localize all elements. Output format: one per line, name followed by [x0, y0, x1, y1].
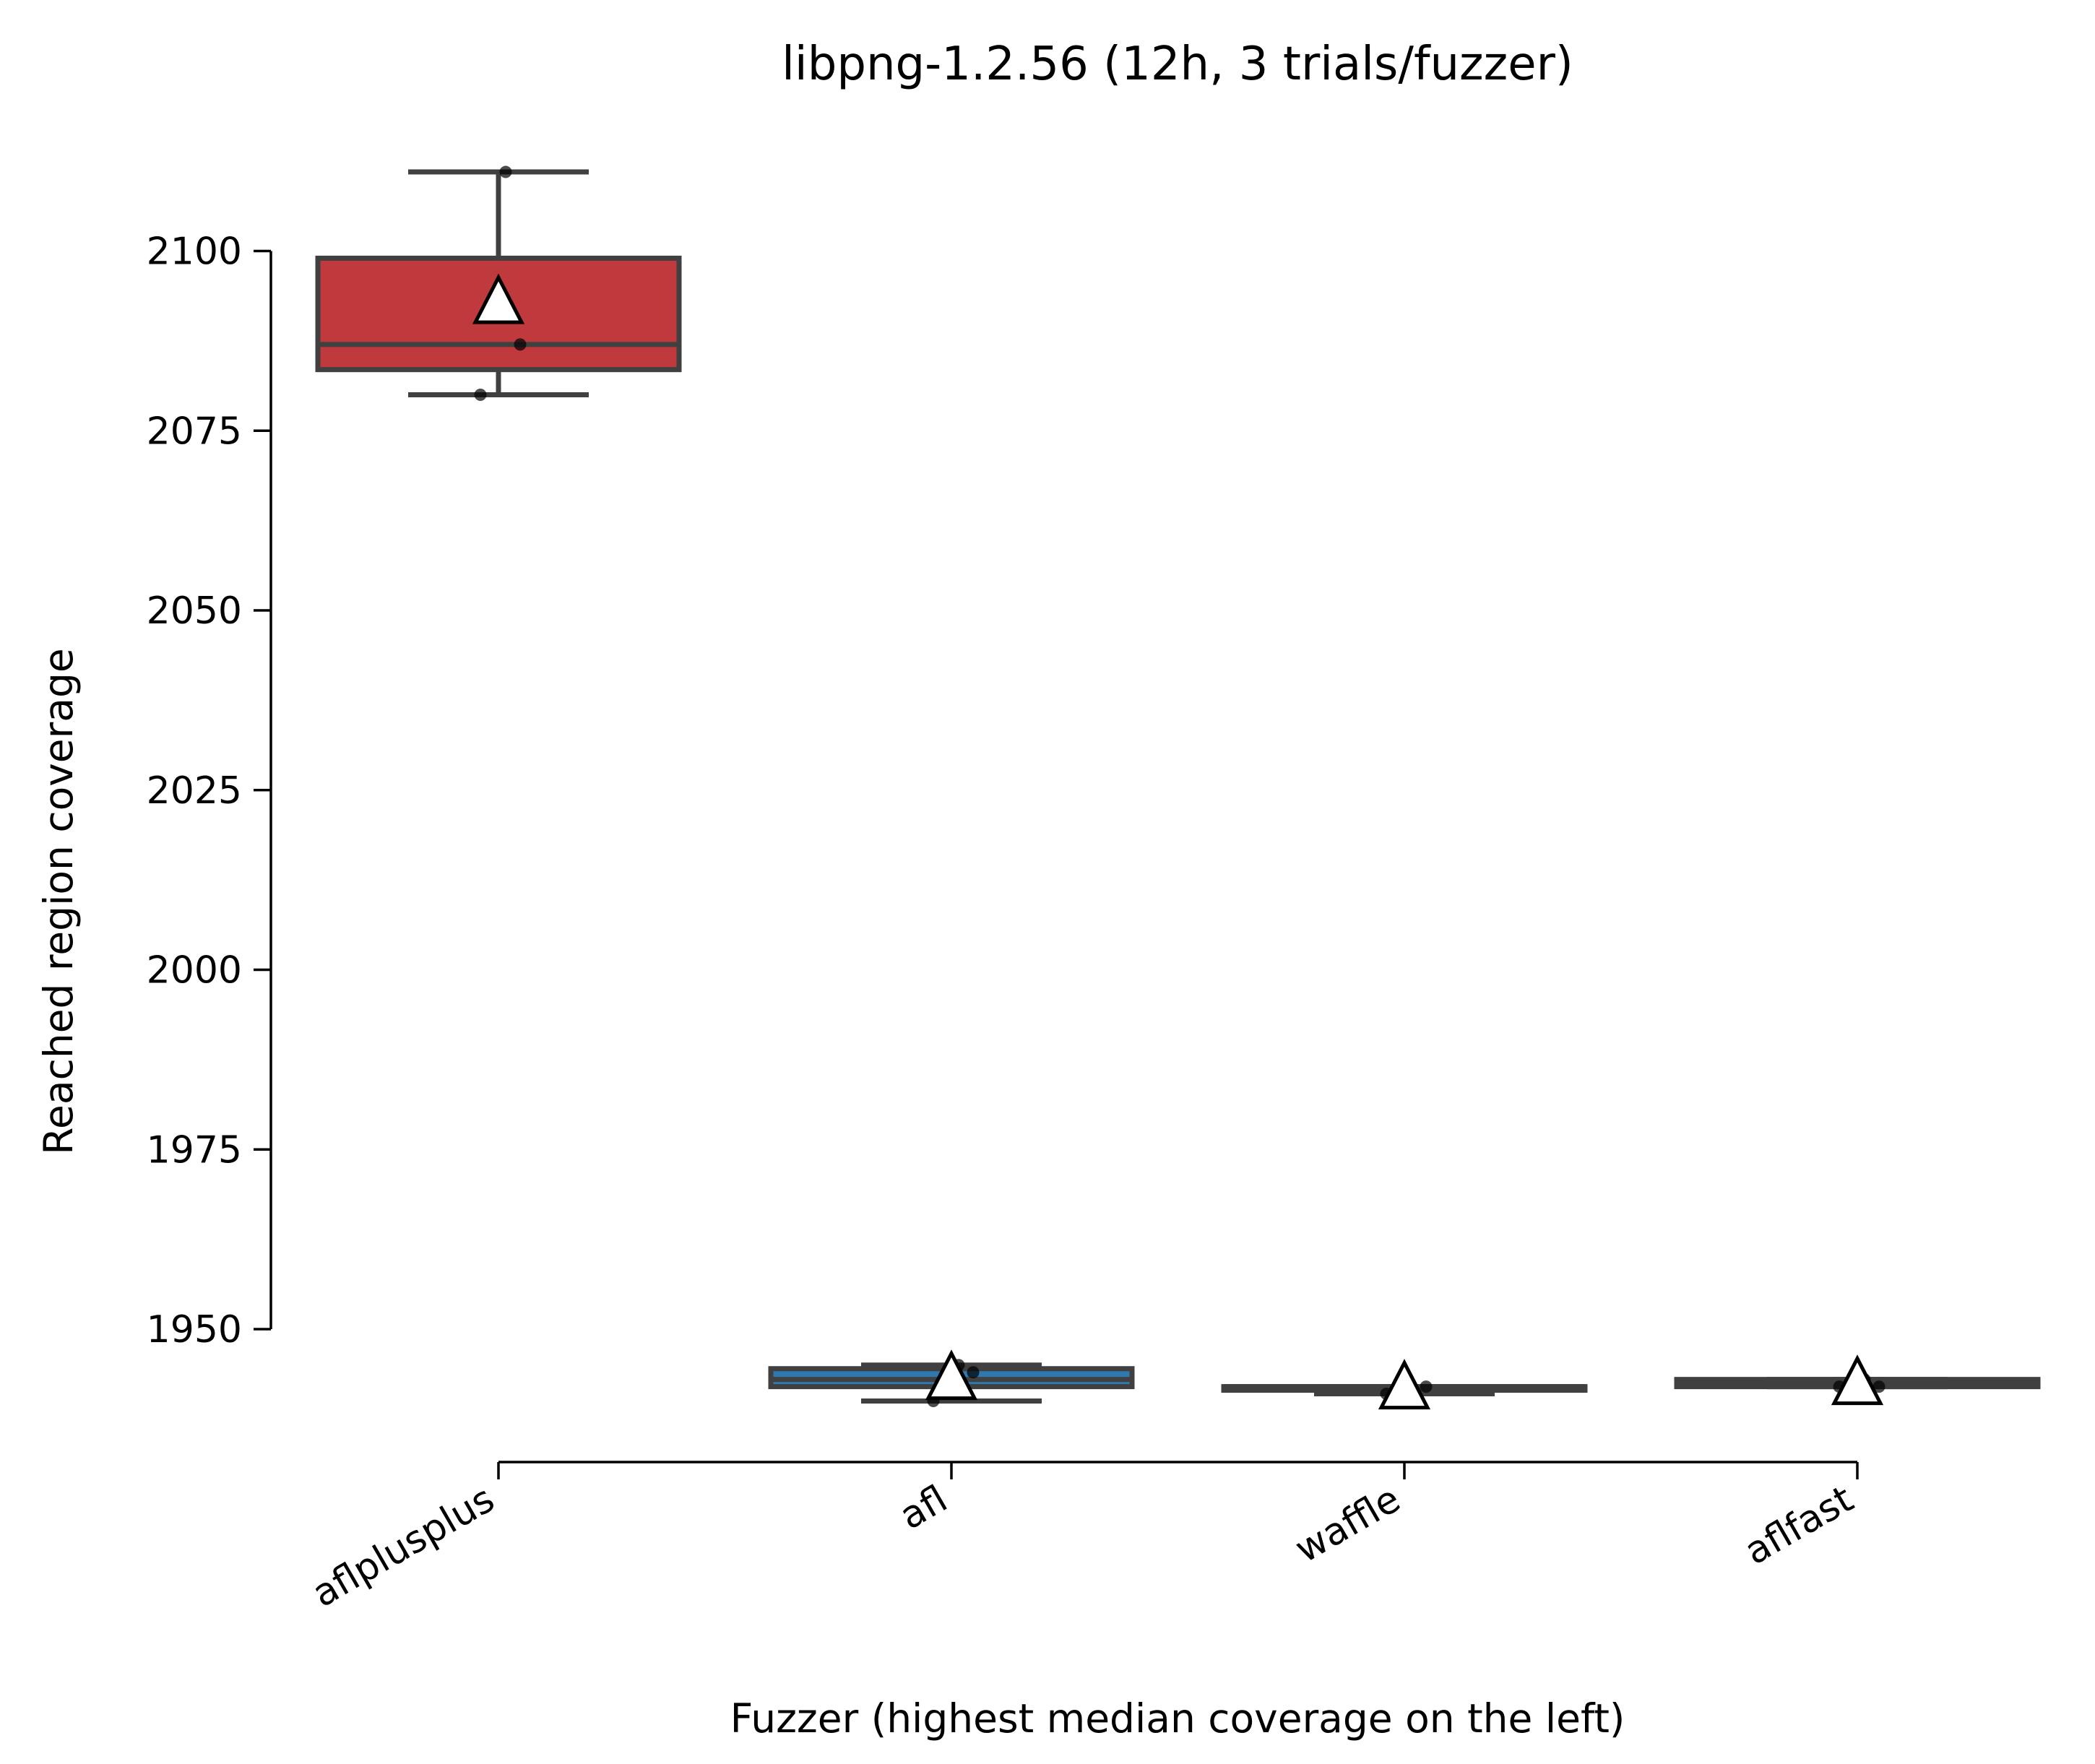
x-tick-label: aflplusplus: [305, 1477, 501, 1616]
x-axis: aflplusplus afl waffle aflfast: [305, 1461, 1861, 1616]
data-point: [967, 1366, 980, 1379]
x-axis-label: Fuzzer (highest median coverage on the l…: [730, 1695, 1625, 1742]
mean-marker: [1378, 1359, 1431, 1410]
data-point: [474, 389, 487, 401]
data-point: [499, 165, 512, 178]
y-tick-label: 2075: [147, 410, 242, 453]
y-tick-label: 2000: [147, 949, 242, 993]
y-axis: 1950 1975 2000 2025 2050 2075 2100: [147, 230, 272, 1352]
y-tick-label: 2050: [147, 589, 242, 633]
x-tick-label: waffle: [1288, 1477, 1408, 1571]
y-tick-label: 1975: [147, 1128, 242, 1172]
box-aflplusplus: [315, 165, 682, 401]
box-aflfast: [1674, 1354, 2041, 1406]
x-tick-label: afl: [893, 1477, 955, 1538]
y-tick-label: 2025: [147, 769, 242, 813]
y-axis-label: Reached region coverage: [35, 648, 82, 1154]
y-tick-label: 1950: [147, 1308, 242, 1352]
box-afl: [768, 1349, 1135, 1407]
mean-marker: [472, 273, 525, 324]
x-tick-label: aflfast: [1737, 1477, 1861, 1573]
y-tick-label: 2100: [147, 230, 242, 274]
chart-title: libpng-1.2.56 (12h, 3 trials/fuzzer): [782, 38, 1573, 91]
data-point: [1420, 1380, 1433, 1393]
box-waffle: [1221, 1359, 1588, 1410]
data-point: [514, 338, 527, 351]
mean-marker: [925, 1349, 978, 1401]
box-series: [315, 165, 2041, 1410]
data-point: [1872, 1380, 1885, 1393]
mean-marker: [1831, 1354, 1884, 1406]
